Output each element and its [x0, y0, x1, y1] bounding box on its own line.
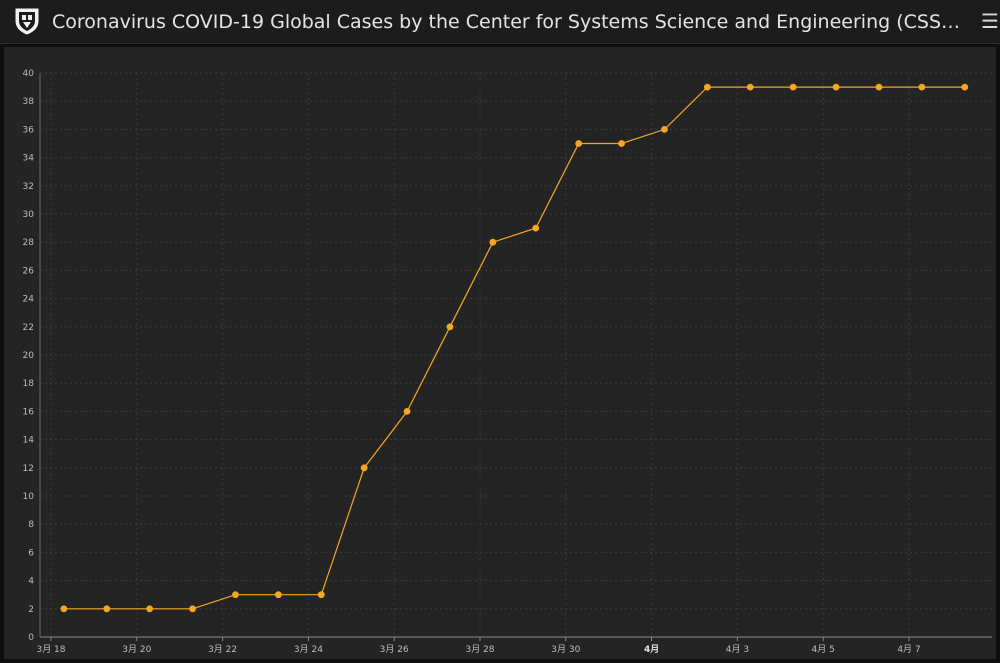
- hamburger-menu-icon[interactable]: ☰: [981, 9, 999, 33]
- data-point: [961, 83, 969, 91]
- dashboard-title: Coronavirus COVID-19 Global Cases by the…: [52, 11, 962, 33]
- data-point: [274, 591, 282, 599]
- y-tick-label: 6: [28, 548, 34, 558]
- y-tick-label: 12: [23, 464, 34, 474]
- y-tick-label: 4: [28, 577, 34, 587]
- x-tick-label: 4月 3: [726, 644, 749, 655]
- data-point: [360, 464, 368, 472]
- x-tick-label: 3月 24: [294, 644, 323, 655]
- x-tick-label: 4月 7: [897, 644, 920, 655]
- university-shield-icon: [15, 8, 39, 35]
- y-tick-label: 36: [23, 125, 35, 135]
- data-point: [446, 323, 454, 331]
- y-tick-label: 0: [28, 633, 34, 643]
- data-point: [232, 591, 239, 599]
- app-header: Coronavirus COVID-19 Global Cases by the…: [0, 0, 1000, 44]
- data-point: [532, 224, 540, 232]
- chart-panel: 0 2 4 6 8 10 12 14 16 18 20 22 24 26 28 30 32 34 36 38 40 3月 …: [4, 47, 996, 659]
- x-tick-label: 3月 30: [551, 644, 580, 655]
- data-point: [703, 83, 711, 91]
- y-tick-label: 8: [28, 520, 34, 530]
- data-point: [489, 238, 497, 246]
- y-tick-label: 40: [23, 69, 35, 79]
- line-chart: 02468101214161820222426283032343638403月 …: [23, 69, 992, 655]
- data-point: [618, 140, 625, 147]
- y-tick-label: 34: [23, 154, 35, 164]
- y-tick-label: 10: [23, 492, 35, 502]
- y-tick-label: 20: [23, 351, 35, 361]
- series-line: [63, 86, 965, 610]
- x-tick-label: 3月 20: [122, 644, 151, 655]
- y-tick-label: 32: [23, 182, 34, 192]
- y-tick-label: 30: [23, 210, 35, 220]
- x-tick-label: 3月 18: [36, 644, 65, 655]
- x-tick-label: 3月 26: [380, 644, 409, 655]
- y-tick-label: 24: [23, 295, 35, 305]
- data-point: [317, 591, 325, 599]
- y-tick-label: 18: [23, 379, 35, 389]
- x-tick-label: 4月: [644, 644, 659, 655]
- y-tick-label: 38: [23, 97, 35, 107]
- y-tick-label: 14: [23, 436, 35, 446]
- data-point: [661, 126, 668, 133]
- y-tick-label: 22: [23, 323, 34, 333]
- x-tick-label: 3月 28: [465, 644, 494, 655]
- data-point: [746, 83, 754, 91]
- data-point: [789, 83, 797, 91]
- y-tick-label: 2: [28, 605, 34, 615]
- x-tick-label: 4月 5: [812, 644, 835, 655]
- x-tick-label: 3月 22: [208, 644, 237, 655]
- y-tick-label: 16: [23, 407, 35, 417]
- data-point: [189, 605, 196, 613]
- data-point: [918, 83, 926, 91]
- data-point: [60, 605, 68, 613]
- data-point: [403, 408, 411, 415]
- data-point: [575, 140, 583, 147]
- data-point: [103, 605, 111, 613]
- data-point: [146, 605, 154, 613]
- y-tick-label: 28: [23, 238, 35, 248]
- data-point: [832, 83, 840, 91]
- y-tick-label: 26: [23, 266, 35, 276]
- data-point: [875, 83, 883, 91]
